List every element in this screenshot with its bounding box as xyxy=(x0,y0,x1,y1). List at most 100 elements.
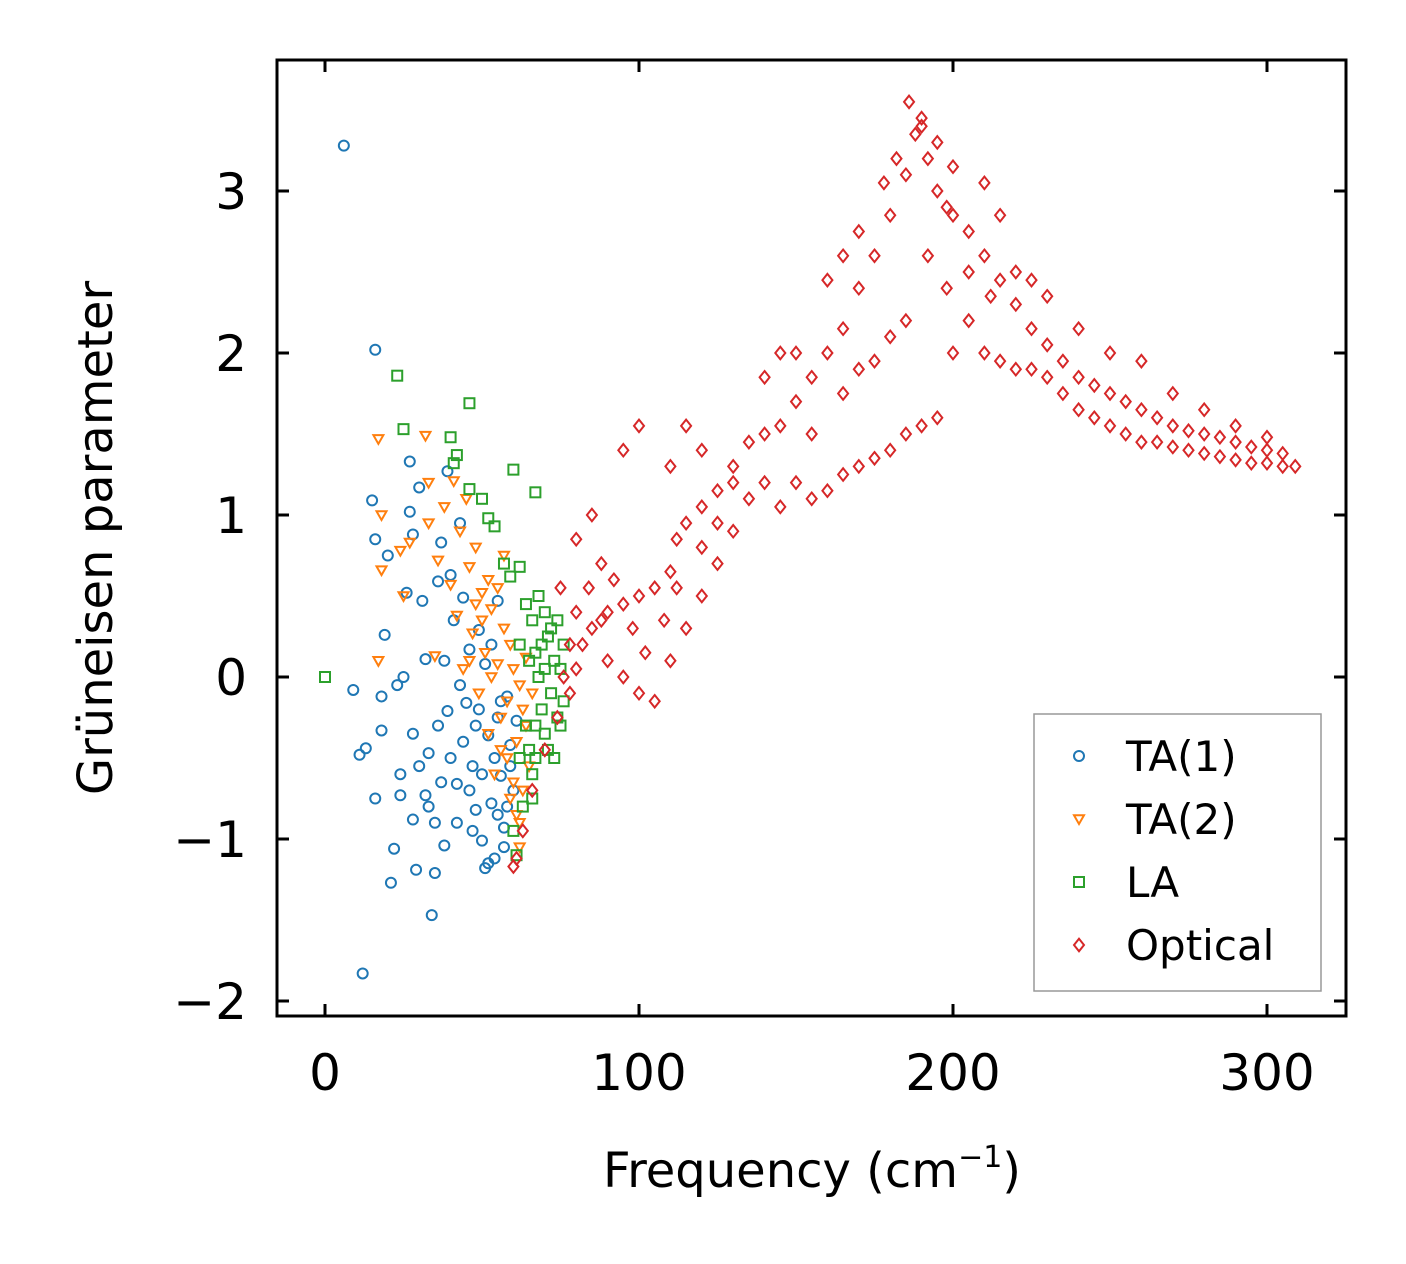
data-point xyxy=(422,800,435,813)
data-point xyxy=(450,816,463,829)
data-point xyxy=(453,526,467,539)
data-point xyxy=(1197,401,1211,418)
data-point xyxy=(523,743,536,756)
data-point xyxy=(1040,369,1054,386)
data-point xyxy=(1150,409,1164,426)
data-point xyxy=(569,604,583,621)
data-point xyxy=(529,752,542,764)
data-point xyxy=(388,842,401,855)
data-point xyxy=(877,175,891,191)
data-point xyxy=(438,839,451,852)
data-point xyxy=(679,620,693,637)
data-point xyxy=(821,345,834,361)
data-point xyxy=(585,507,599,523)
data-point xyxy=(468,542,483,555)
data-point xyxy=(758,426,771,442)
data-point xyxy=(946,158,960,175)
data-point xyxy=(526,792,539,805)
data-point xyxy=(516,785,530,798)
data-point xyxy=(1150,434,1164,450)
data-point xyxy=(1088,377,1101,394)
data-point xyxy=(1213,429,1227,446)
data-point xyxy=(551,709,564,726)
data-point xyxy=(679,418,693,434)
data-point xyxy=(519,598,532,611)
data-point xyxy=(443,579,458,592)
data-point xyxy=(504,570,517,583)
y-tick-label: −2 xyxy=(173,973,247,1031)
x-tick-label: 0 xyxy=(309,1044,341,1102)
data-point xyxy=(375,724,388,737)
data-point xyxy=(504,760,517,773)
data-point xyxy=(487,769,502,782)
data-point xyxy=(890,150,903,167)
data-point xyxy=(1182,422,1195,439)
data-point xyxy=(510,850,523,867)
data-point xyxy=(868,353,881,369)
data-point xyxy=(1072,320,1085,337)
data-point xyxy=(758,474,771,491)
data-point xyxy=(993,272,1007,288)
data-point xyxy=(413,760,426,773)
data-point xyxy=(475,615,489,628)
data-point xyxy=(500,753,514,766)
data-point xyxy=(601,652,614,669)
data-point xyxy=(469,803,482,816)
data-point xyxy=(535,638,548,651)
data-point xyxy=(488,520,501,533)
data-point xyxy=(432,719,445,732)
data-point xyxy=(711,482,724,499)
data-point xyxy=(491,594,504,607)
data-point xyxy=(516,823,530,839)
data-point xyxy=(526,768,539,781)
data-point xyxy=(962,223,975,240)
legend-label: TA(2) xyxy=(1125,795,1237,844)
data-point xyxy=(516,800,529,813)
data-point xyxy=(617,442,630,459)
data-point xyxy=(476,768,488,781)
data-point xyxy=(460,696,473,709)
data-point xyxy=(485,797,498,810)
x-axis-label: Frequency (cm−1) xyxy=(603,1140,1021,1199)
data-point xyxy=(921,247,935,264)
data-point xyxy=(490,583,505,595)
legend-marker xyxy=(1072,814,1086,827)
data-point xyxy=(506,664,521,676)
data-point xyxy=(541,743,554,756)
data-point xyxy=(394,789,407,802)
data-point xyxy=(397,671,410,683)
data-point xyxy=(538,742,552,758)
data-point xyxy=(519,720,533,733)
data-point xyxy=(1166,439,1180,455)
data-point xyxy=(497,623,511,636)
data-point xyxy=(601,604,614,621)
data-point xyxy=(435,536,448,549)
data-point xyxy=(1056,353,1070,369)
data-point xyxy=(915,118,928,135)
data-point xyxy=(509,809,524,822)
data-point xyxy=(406,727,419,740)
data-point xyxy=(1288,458,1302,475)
data-point xyxy=(852,361,866,378)
data-point xyxy=(512,680,527,693)
data-point xyxy=(497,841,510,854)
data-point xyxy=(397,423,410,436)
data-point xyxy=(557,695,570,708)
data-point xyxy=(551,614,564,627)
data-point xyxy=(456,664,470,676)
data-point xyxy=(742,490,756,507)
data-point xyxy=(638,644,652,661)
data-point xyxy=(476,492,488,505)
data-point xyxy=(485,638,498,651)
data-point xyxy=(393,545,408,558)
data-point xyxy=(909,126,922,143)
data-point xyxy=(899,166,913,183)
data-point xyxy=(940,280,954,297)
ticks-layer: 0 100 200 300 −2 −1 0 1 2 3 xyxy=(173,60,1346,1102)
legend-marker xyxy=(1072,937,1086,953)
data-point xyxy=(758,369,771,386)
data-point xyxy=(940,199,954,216)
data-point xyxy=(347,683,360,696)
data-point xyxy=(509,737,524,749)
data-point xyxy=(545,687,558,700)
